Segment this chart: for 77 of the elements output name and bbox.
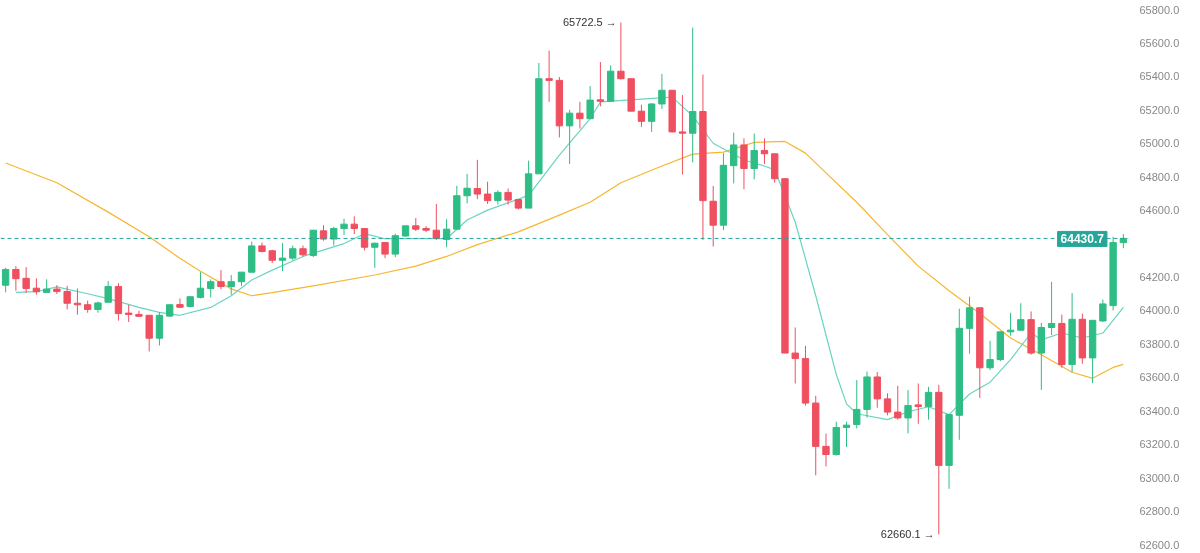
candlestick (1017, 302, 1025, 332)
y-tick-label: 64000.0 (1139, 304, 1180, 317)
candlestick (145, 314, 153, 352)
candlestick (730, 132, 738, 184)
y-tick-label: 65200.0 (1139, 103, 1180, 116)
y-tick-label: 63800.0 (1139, 337, 1180, 350)
candlestick (330, 226, 338, 247)
candlestick (853, 379, 861, 429)
candlestick (637, 104, 646, 128)
candlestick (371, 242, 379, 269)
y-tick-label: 64600.0 (1139, 204, 1180, 217)
y-tick-label: 65600.0 (1139, 36, 1180, 49)
candlestick (360, 228, 369, 251)
candlestick (22, 266, 30, 294)
ref-line-label: 64430.7 (1060, 232, 1105, 247)
candlestick (135, 310, 143, 318)
candlestick (1047, 281, 1056, 336)
y-tick-label: 62600.0 (1139, 538, 1180, 551)
y-tick-label: 63600.0 (1139, 371, 1180, 384)
candlestick (176, 297, 184, 309)
y-tick-label: 63400.0 (1139, 404, 1180, 417)
candlestick (986, 340, 994, 371)
candlestick (422, 225, 430, 233)
candlestick (227, 274, 235, 296)
candlestick (473, 159, 482, 200)
candlestick (760, 137, 769, 165)
candlestick (883, 392, 892, 416)
candlestick (155, 311, 164, 347)
y-tick-label: 65000.0 (1139, 137, 1180, 150)
candlestick (278, 242, 287, 272)
y-tick-label: 63000.0 (1139, 471, 1180, 484)
candlestick (740, 137, 748, 190)
candlestick (965, 296, 974, 355)
y-tick-label: 65400.0 (1139, 70, 1180, 83)
candlestick (678, 94, 687, 176)
candlestick (391, 233, 399, 258)
candlestick (617, 21, 625, 80)
candlestick (1, 267, 10, 293)
candlestick (842, 421, 851, 448)
candlestick (565, 109, 574, 165)
candlestick (545, 50, 553, 103)
candlestick (924, 386, 933, 421)
candlestick (12, 265, 20, 292)
candlestick (1099, 299, 1107, 323)
y-tick-label: 65800.0 (1139, 3, 1180, 16)
candlestick (576, 101, 584, 130)
candlestick (483, 181, 492, 205)
candlestick (207, 278, 215, 298)
y-tick-label: 64800.0 (1139, 170, 1180, 183)
candlestick (463, 173, 471, 204)
candlestick (822, 433, 830, 467)
y-tick-label: 62800.0 (1139, 505, 1180, 518)
candlestick (196, 271, 205, 299)
line-series (5, 140, 1124, 379)
annotation: 65722.5 → (562, 16, 617, 29)
candlestick (63, 285, 71, 310)
candlestick (442, 218, 451, 248)
candlestick (586, 85, 594, 120)
candlestick (689, 27, 697, 163)
candlestick (791, 326, 799, 384)
y-tick-label: 64200.0 (1139, 271, 1180, 283)
y-tick-label: 63200.0 (1139, 438, 1180, 451)
candlestick (894, 385, 902, 421)
candlestick (709, 185, 717, 248)
candlestick (873, 371, 881, 409)
candlestick (750, 133, 758, 180)
candlestick (914, 383, 922, 425)
candlestick (53, 284, 61, 295)
candlestick (217, 269, 225, 290)
candlestick (647, 102, 656, 133)
candlestick (104, 280, 112, 303)
candlestick (658, 73, 666, 110)
candlestick (904, 389, 912, 434)
candlestick (432, 203, 440, 241)
candlestick (596, 61, 605, 107)
annotation: 62660.1 → (880, 528, 935, 541)
candlestick (340, 218, 348, 236)
